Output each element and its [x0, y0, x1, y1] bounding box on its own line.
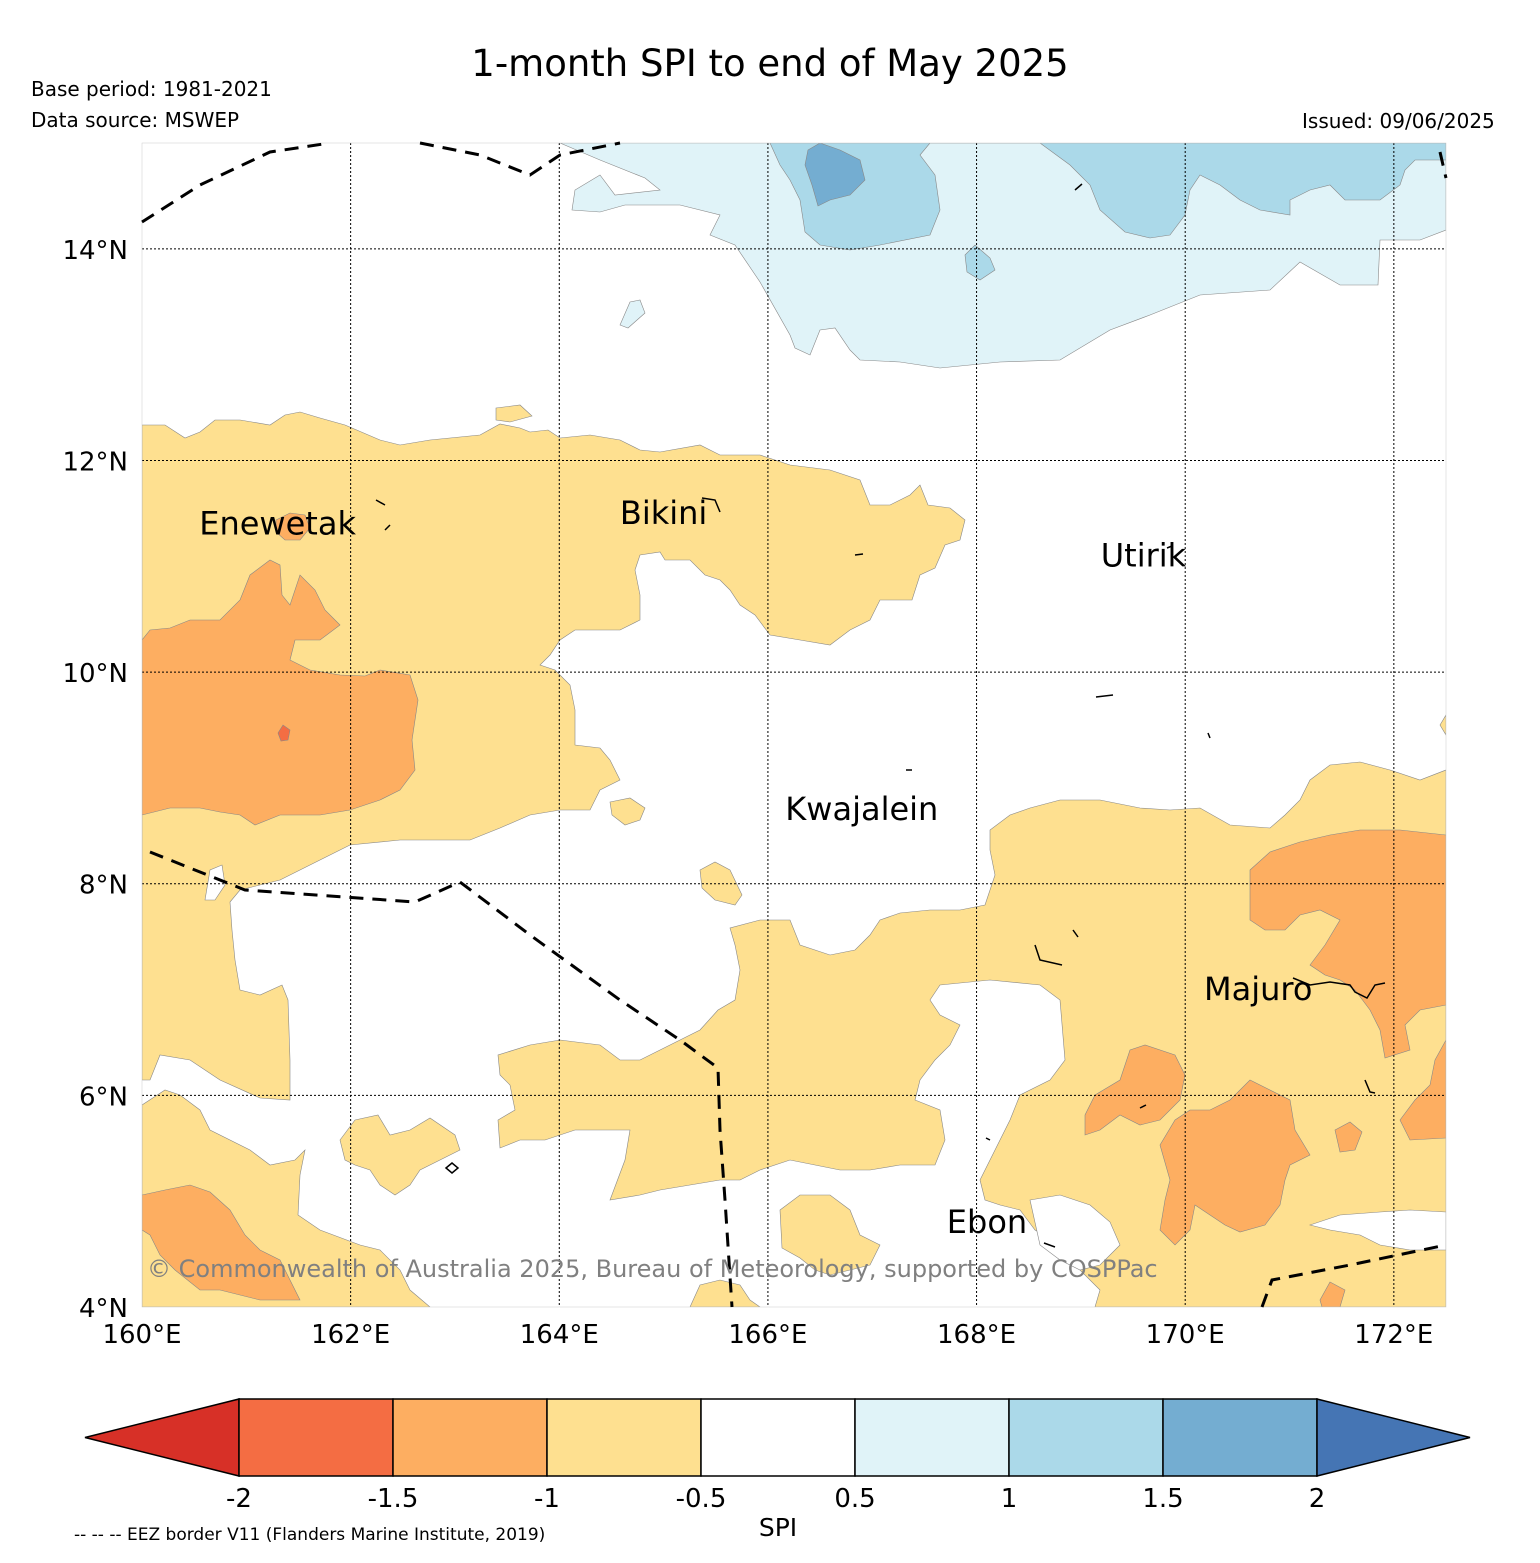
place-label: Utirik — [1101, 536, 1187, 574]
spi-near-normal-hole — [204, 864, 226, 901]
spi-dry-patch — [779, 1194, 881, 1276]
place-label: Enewetak — [199, 505, 356, 543]
spi-dry-patch — [1439, 714, 1446, 736]
colorbar-extend-high — [1316, 1398, 1471, 1477]
eez-border-northeast — [1438, 151, 1448, 179]
data-source-text: Data source: MSWEP — [31, 108, 240, 132]
colorbar-extend-low — [84, 1398, 240, 1477]
colorbar-swatch — [854, 1398, 1010, 1477]
place-label: Kwajalein — [785, 790, 938, 828]
eez-border-west — [149, 850, 734, 1308]
place-labels: Enewetak Bikini Utirik Kwajalein Majuro Ebon — [199, 494, 1312, 1241]
spi-drier-patch — [1084, 1044, 1186, 1136]
spi-dry-patch — [609, 797, 646, 826]
spi-near-normal-hole — [1308, 1209, 1446, 1251]
spi-near-normal-hole — [1029, 1194, 1121, 1271]
spi-drier-patch — [142, 1184, 301, 1301]
place-label: Bikini — [620, 494, 707, 532]
copyright-notice: © Commonwealth of Australia 2025, Bureau… — [147, 1255, 1158, 1283]
colorbar-tick-label: 2 — [1309, 1484, 1326, 1514]
minor-island — [444, 183, 1376, 1174]
issued-date-text: Issued: 09/06/2025 — [1302, 109, 1495, 133]
spi-drier-patch — [1159, 1079, 1311, 1246]
eez-note: -- -- -- EEZ border V11 (Flanders Marine… — [74, 1525, 545, 1545]
longitude-tick-label: 168°E — [937, 1320, 1016, 1350]
longitude-tick-label: 162°E — [311, 1320, 390, 1350]
colorbar-tick-labels: -2 -1.5 -1 -0.5 0.5 1 1.5 2 — [226, 1484, 1325, 1514]
latitude-tick-label: 12°N — [62, 447, 128, 477]
colorbar-tick-label: 0.5 — [834, 1484, 875, 1514]
spi-drier-region-east — [1249, 829, 1446, 1059]
kwajalein-atoll — [1034, 929, 1079, 966]
colorbar-swatch — [238, 1398, 394, 1477]
colorbar-tick-label: -1.5 — [368, 1484, 419, 1514]
longitude-tick-label: 160°E — [102, 1320, 181, 1350]
colorbar-swatch — [1008, 1398, 1164, 1477]
spi-drier-region — [142, 559, 419, 826]
longitude-tick-label: 164°E — [520, 1320, 599, 1350]
colorbar-swatches — [84, 1398, 1471, 1477]
spi-dry-patch — [689, 1279, 761, 1307]
eez-borders — [141, 141, 1448, 1308]
place-label: Majuro — [1204, 970, 1312, 1008]
colorbar-swatch — [546, 1398, 702, 1477]
colorbar-tick-label: -2 — [226, 1484, 252, 1514]
spi-dry-patch — [495, 404, 533, 423]
latitude-tick-label: 6°N — [79, 1082, 128, 1112]
spi-wettest-region — [804, 143, 866, 207]
map-frame — [141, 142, 1447, 1308]
longitude-tick-label: 166°E — [728, 1320, 807, 1350]
latitude-tick-label: 14°N — [62, 236, 128, 266]
eez-border-north — [141, 141, 331, 224]
spi-dry-patch — [339, 1114, 461, 1196]
spi-wet-region — [559, 143, 1446, 369]
spi-wetter-island — [964, 244, 996, 281]
spi-driest-patch — [277, 724, 291, 742]
map-gridlines — [142, 143, 1446, 1307]
spi-drier-region-east — [1399, 1039, 1446, 1141]
colorbar-swatch — [392, 1398, 548, 1477]
base-period-text: Base period: 1981-2021 — [31, 77, 272, 101]
colorbar-tick-label: -1 — [534, 1484, 560, 1514]
latitude-labels: 4°N 6°N 8°N 10°N 12°N 14°N — [62, 236, 128, 1324]
longitude-tick-label: 170°E — [1146, 1320, 1225, 1350]
longitude-labels: 160°E 162°E 164°E 166°E 168°E 170°E 172°E — [102, 1320, 1433, 1350]
place-label: Ebon — [947, 1203, 1027, 1241]
latitude-tick-label: 8°N — [79, 871, 128, 901]
latitude-tick-label: 4°N — [79, 1294, 128, 1324]
spi-dry-patch — [699, 861, 743, 906]
majuro-atoll — [1292, 977, 1386, 999]
spi-wet-island — [619, 299, 646, 329]
colorbar-tick-label: -0.5 — [676, 1484, 727, 1514]
enewetak-atoll — [375, 499, 391, 531]
latitude-tick-label: 10°N — [62, 659, 128, 689]
colorbar-tick-label: 1.5 — [1142, 1484, 1183, 1514]
colorbar-label: SPI — [759, 1513, 797, 1542]
spi-drier-patch — [275, 512, 311, 541]
map-title: 1-month SPI to end of May 2025 — [471, 42, 1069, 85]
colorbar-swatch — [700, 1398, 856, 1477]
island-outlines — [375, 183, 1386, 1248]
eez-border-north — [419, 141, 621, 177]
longitude-tick-label: 172°E — [1354, 1320, 1433, 1350]
ebon-atoll — [1043, 1242, 1056, 1248]
spi-field — [142, 143, 1446, 1307]
colorbar-swatch — [1162, 1398, 1318, 1477]
spi-drier-patch — [1334, 1121, 1363, 1153]
colorbar-tick-label: 1 — [1001, 1484, 1018, 1514]
spi-drier-patch — [1319, 1281, 1346, 1307]
bikini-atoll — [701, 497, 721, 513]
